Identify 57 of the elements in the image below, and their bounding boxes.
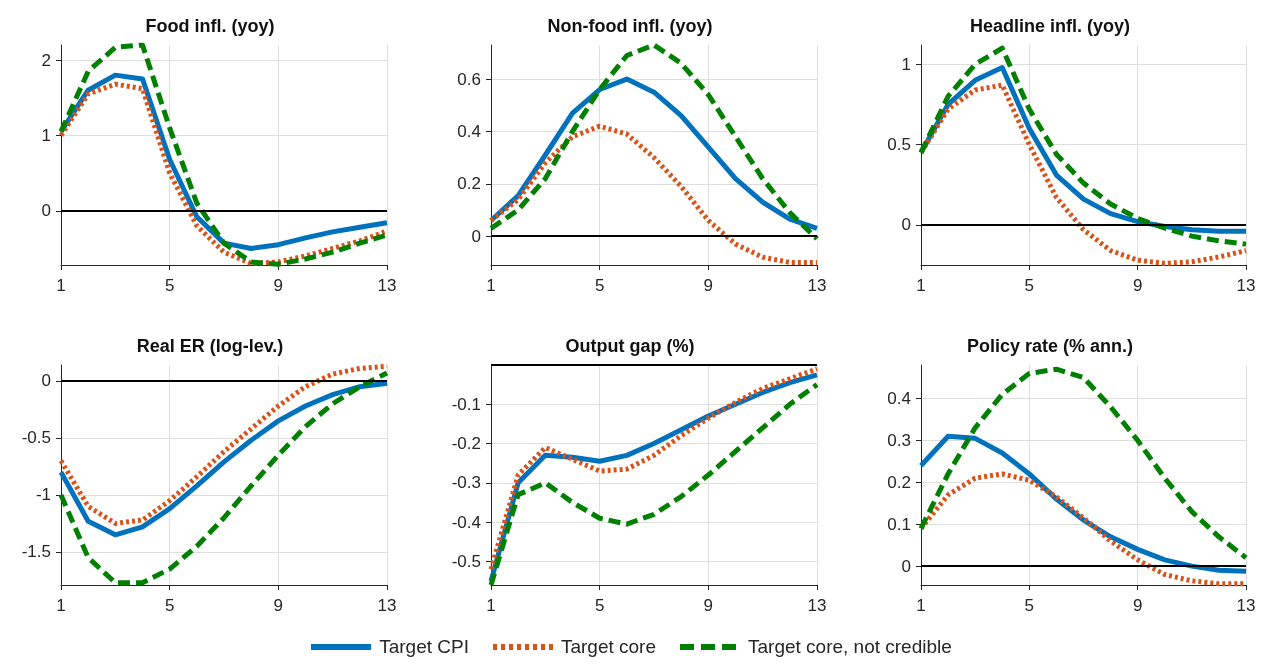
x-tick-label: 1 (486, 596, 496, 615)
x-tick-label: 13 (377, 276, 397, 295)
x-tick-label: 9 (1132, 596, 1143, 615)
y-tick-label: -0.3 (451, 473, 481, 493)
y-tick-label: -0.5 (21, 428, 51, 448)
x-tick-label: 13 (807, 596, 827, 615)
y-tick-label: -0.1 (451, 394, 481, 414)
x-tick-label: 9 (703, 596, 714, 615)
y-tick-label: 1 (41, 125, 51, 145)
y-tick-label: 0 (41, 201, 51, 221)
x-tick-label: 13 (807, 276, 827, 295)
x-tick-label: 13 (377, 596, 397, 615)
chart-title: Non-food infl. (yoy) (547, 16, 713, 36)
y-tick-label: 0.2 (457, 174, 481, 194)
x-tick-label: 9 (273, 596, 284, 615)
chart-title: Headline infl. (yoy) (969, 16, 1131, 36)
x-tick-label: 1 (916, 596, 926, 615)
y-tick-label: -0.2 (451, 434, 481, 454)
y-tick-label: 0.5 (887, 135, 911, 155)
y-tick-label: -0.5 (451, 551, 481, 571)
x-tick-label: 5 (164, 276, 175, 295)
x-tick-label: 9 (273, 276, 284, 295)
y-tick-label: 0 (41, 371, 51, 391)
y-tick-label: 1 (901, 54, 911, 74)
y-tick-label: 0 (471, 226, 481, 246)
y-tick-label: -1 (35, 485, 51, 505)
y-tick-label: 0.1 (887, 514, 911, 534)
x-tick-label: 5 (164, 596, 175, 615)
y-tick-label: -1.5 (21, 542, 51, 562)
y-tick-label: 0.3 (887, 430, 911, 450)
x-tick-label: 9 (1132, 276, 1143, 295)
chart-title: Real ER (log-lev.) (136, 336, 284, 356)
y-tick-label: 0.2 (887, 472, 911, 492)
x-tick-label: 9 (703, 276, 714, 295)
y-tick-label: 0 (901, 215, 911, 235)
x-tick-label: 13 (1236, 276, 1256, 295)
x-tick-label: 5 (1024, 276, 1035, 295)
y-tick-label: 0.4 (887, 389, 911, 409)
y-tick-label: 0.4 (457, 121, 481, 141)
x-tick-label: 1 (916, 276, 926, 295)
legend-label: Target core, not credible (747, 636, 952, 658)
y-tick-label: 2 (41, 50, 51, 70)
y-tick-label: 0.6 (457, 69, 481, 89)
chart-title: Output gap (%) (565, 336, 695, 356)
x-tick-label: 1 (486, 276, 496, 295)
chart-title: Policy rate (% ann.) (966, 336, 1134, 356)
x-tick-label: 5 (594, 596, 605, 615)
x-tick-label: 1 (56, 596, 66, 615)
y-tick-label: -0.4 (451, 512, 481, 532)
y-tick-label: 0 (901, 556, 911, 576)
x-tick-label: 13 (1236, 596, 1256, 615)
x-tick-label: 5 (594, 276, 605, 295)
x-tick-label: 1 (56, 276, 66, 295)
legend-label: Target core (560, 636, 656, 658)
legend-label: Target CPI (379, 636, 469, 658)
x-tick-label: 5 (1024, 596, 1035, 615)
chart-title: Food infl. (yoy) (145, 16, 275, 36)
